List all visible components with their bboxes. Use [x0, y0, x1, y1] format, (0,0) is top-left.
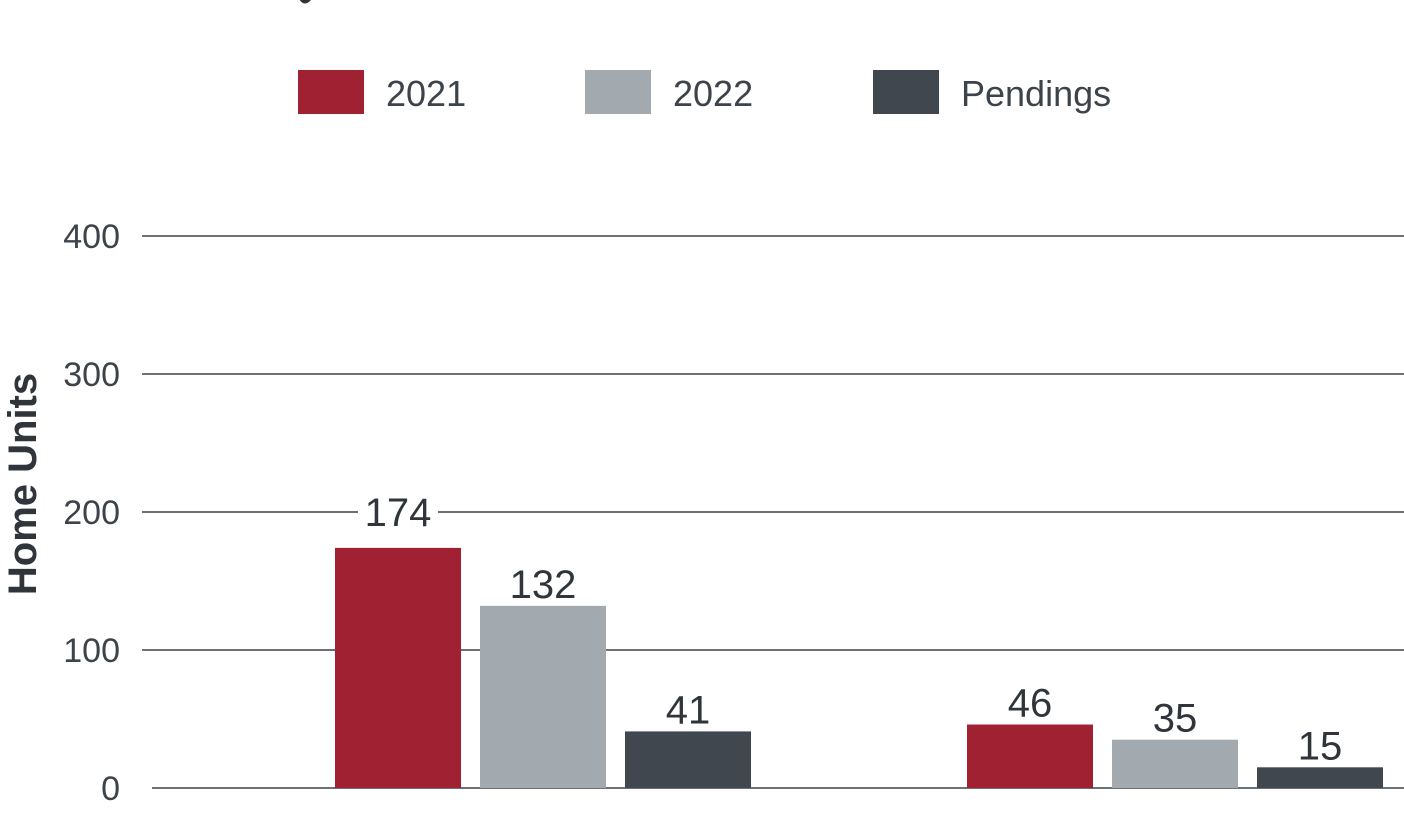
y-tick-label: 100	[63, 632, 120, 670]
legend-label: Pendings	[961, 73, 1111, 114]
bar	[625, 731, 751, 788]
data-labels: 174 46 132 35 41 15	[358, 490, 1342, 768]
bar	[335, 547, 461, 788]
y-axis-ticks: 0 100 200 300 400	[63, 218, 120, 808]
bar	[1257, 767, 1383, 788]
data-label: 174	[365, 491, 432, 535]
legend: 2021 2022 Pendings	[298, 70, 1111, 114]
data-label: 41	[666, 688, 711, 732]
y-tick-label: 400	[63, 218, 120, 256]
legend-swatch	[585, 70, 651, 114]
data-label: 46	[1008, 682, 1053, 726]
bar	[1112, 739, 1238, 788]
y-tick-label: 200	[63, 494, 120, 532]
data-label: 35	[1153, 697, 1198, 741]
data-label-background	[358, 490, 438, 534]
bars	[335, 547, 1383, 788]
y-axis-title: Home Units	[1, 373, 45, 595]
data-label: 132	[510, 563, 577, 607]
bar	[967, 724, 1093, 788]
data-label: 15	[1298, 724, 1343, 768]
gridlines	[142, 235, 1404, 789]
legend-swatch	[298, 70, 364, 114]
legend-swatch	[873, 70, 939, 114]
bar	[480, 605, 606, 788]
legend-label: 2021	[386, 73, 466, 114]
legend-label: 2022	[673, 73, 753, 114]
cropped-title-fragment	[299, 0, 311, 4]
y-tick-label: 0	[101, 770, 120, 808]
y-tick-label: 300	[63, 356, 120, 394]
